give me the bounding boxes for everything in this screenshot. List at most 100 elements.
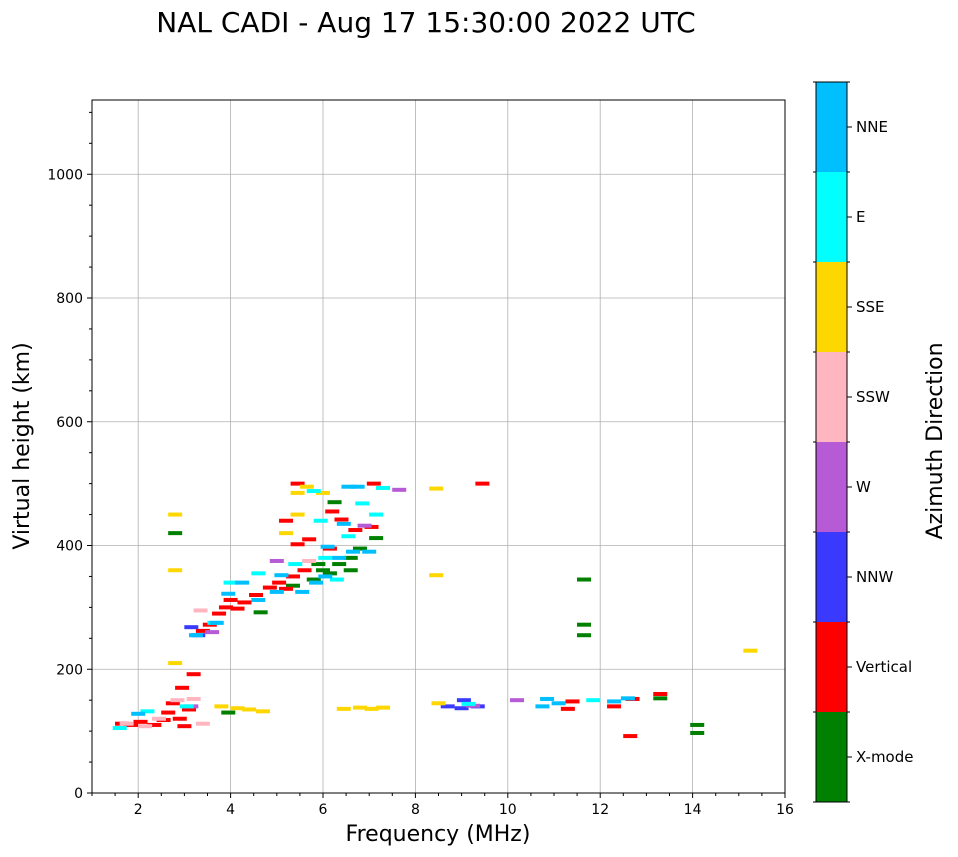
- data-point-sse: [364, 706, 379, 711]
- data-point-sse: [255, 709, 270, 714]
- data-point-e: [341, 534, 356, 539]
- data-point-nne: [362, 549, 377, 554]
- data-point-x-mode: [285, 583, 300, 588]
- data-point-vertical: [560, 706, 575, 711]
- data-point-sse: [429, 486, 444, 491]
- data-point-vertical: [285, 574, 300, 579]
- data-point-vertical: [161, 710, 176, 715]
- plot-background: [92, 100, 785, 793]
- data-point-vertical: [230, 606, 245, 611]
- data-point-x-mode: [221, 710, 236, 715]
- colorbar-label: NNE: [856, 118, 888, 136]
- data-point-nne: [209, 620, 224, 625]
- colorbar-label: X-mode: [856, 748, 913, 766]
- data-point-sse: [242, 707, 257, 712]
- data-point-e: [179, 704, 194, 709]
- data-point-x-mode: [653, 696, 668, 701]
- data-point-e: [288, 562, 303, 567]
- data-point-x-mode: [168, 531, 183, 536]
- colorbar-frame: [815, 81, 848, 803]
- colorbar-swatch-sse: [816, 262, 847, 352]
- colorbar-swatch-ssw: [816, 352, 847, 442]
- data-point-e: [223, 580, 238, 585]
- colorbar-title: Azimuth Direction: [923, 342, 948, 539]
- data-point-e: [140, 709, 155, 714]
- data-point-nne: [607, 699, 622, 704]
- data-point-e: [318, 555, 333, 560]
- data-point-vertical: [172, 716, 187, 721]
- data-point-sse: [429, 573, 444, 578]
- data-point-sse: [743, 648, 758, 653]
- data-point-vertical: [165, 701, 180, 706]
- colorbar-label: Vertical: [856, 658, 912, 676]
- data-point-w: [205, 630, 220, 635]
- y-axis-title: Virtual height (km): [10, 342, 35, 549]
- y-tick-label: 600: [56, 415, 83, 431]
- data-point-x-mode: [332, 562, 347, 567]
- data-point-w: [269, 558, 284, 563]
- data-point-x-mode: [577, 622, 592, 627]
- colorbar-swatch-nne: [816, 82, 847, 172]
- grid-lines: [92, 100, 785, 793]
- x-axis-ticks: 2 4 6 8 10 12 14 16: [91, 793, 794, 818]
- data-point-nne: [540, 696, 555, 701]
- data-point-x-mode: [352, 546, 367, 551]
- data-point-e: [251, 571, 266, 576]
- data-point-w: [510, 698, 525, 703]
- data-point-e: [306, 489, 321, 494]
- data-point-nne: [341, 484, 356, 489]
- data-point-nne: [131, 711, 146, 716]
- x-tick-label: 6: [319, 802, 328, 818]
- data-point-e: [369, 512, 384, 517]
- data-point-vertical: [175, 685, 190, 690]
- data-point-nne: [221, 591, 236, 596]
- data-point-vertical: [348, 528, 363, 533]
- colorbar-swatch-w: [816, 442, 847, 532]
- data-point-vertical: [297, 568, 312, 573]
- data-point-nnw: [456, 698, 471, 703]
- data-point-x-mode: [577, 633, 592, 638]
- data-point-sse: [168, 661, 183, 666]
- data-point-nne: [620, 696, 635, 701]
- x-axis-title: Frequency (MHz): [346, 822, 531, 847]
- data-point-vertical: [290, 542, 305, 547]
- data-point-vertical: [195, 628, 210, 633]
- data-point-vertical: [279, 518, 294, 523]
- y-tick-label: 1000: [47, 167, 83, 183]
- data-point-nne: [251, 597, 266, 602]
- x-tick-label: 14: [684, 802, 702, 818]
- x-tick-label: 12: [591, 802, 609, 818]
- colorbar-swatch-e: [816, 172, 847, 262]
- data-point-nne: [274, 573, 289, 578]
- data-point-x-mode: [690, 730, 705, 735]
- data-point-sse: [299, 484, 314, 489]
- y-tick-label: 400: [56, 539, 83, 555]
- data-point-x-mode: [343, 555, 358, 560]
- data-point-vertical: [653, 692, 668, 696]
- data-point-vertical: [302, 537, 317, 542]
- data-point-vertical: [186, 672, 201, 677]
- data-point-e: [586, 698, 601, 703]
- data-point-vertical: [290, 481, 305, 486]
- data-point-sse: [168, 568, 183, 573]
- data-point-ssw: [193, 608, 208, 613]
- data-point-w: [392, 487, 407, 492]
- data-point-nnw: [454, 706, 469, 711]
- data-point-x-mode: [690, 722, 705, 727]
- colorbar-label: E: [856, 208, 865, 226]
- data-point-vertical: [249, 593, 264, 597]
- data-point-nne: [269, 589, 284, 594]
- data-point-sse: [168, 512, 183, 517]
- data-point-vertical: [218, 605, 233, 610]
- colorbar-label: SSW: [856, 388, 890, 406]
- data-point-vertical: [262, 585, 277, 590]
- data-point-nne: [346, 549, 361, 554]
- data-point-e: [329, 577, 344, 582]
- plot-area: 2 4 6 8 10 12 14 16 0 200 400 600 800 1000: [47, 99, 794, 818]
- data-point-vertical: [147, 722, 162, 727]
- data-point-x-mode: [343, 568, 358, 573]
- data-point-ssw: [170, 698, 185, 703]
- data-point-x-mode: [253, 610, 268, 615]
- data-point-sse: [279, 531, 294, 536]
- data-point-e: [376, 485, 391, 490]
